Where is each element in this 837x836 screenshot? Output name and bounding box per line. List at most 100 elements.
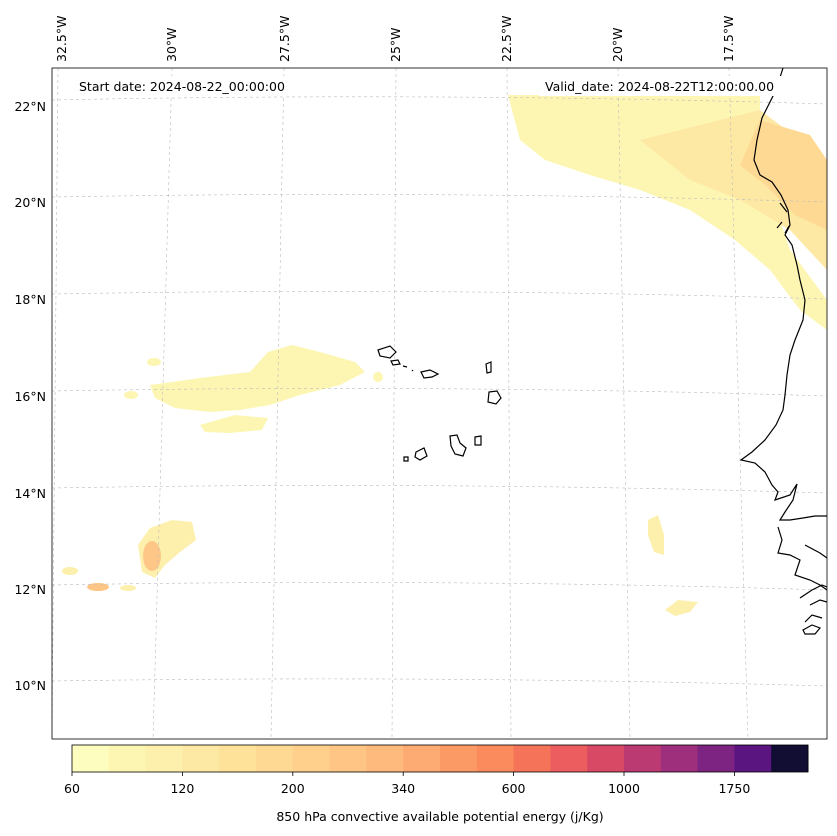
island-raso [411, 369, 414, 372]
cape-verde-islands [377, 345, 502, 462]
longitude-label: 27.5°W [277, 16, 292, 62]
start-date-text: Start date: 2024-08-22_00:00:00 [79, 79, 285, 94]
colorbar-segment [660, 745, 699, 772]
colorbar-outline [71, 744, 809, 773]
parallel-line [52, 582, 827, 591]
colorbar-segment [403, 745, 441, 772]
longitude-label: 25°W [388, 27, 403, 62]
parallel-line [52, 485, 827, 494]
meridian-line [728, 68, 749, 739]
colorbar-tick-label: 60 [64, 781, 80, 796]
colorbar-segment [476, 745, 515, 772]
cape-contour-mid [150, 345, 365, 412]
colorbar-segment [550, 745, 588, 772]
colorbar-segment [219, 745, 257, 772]
cape-contour-small [147, 358, 161, 366]
africa-coastline [777, 526, 827, 591]
coastlines [739, 68, 827, 635]
colorbar-tick-label: 120 [170, 781, 194, 796]
island-santo-antao [377, 345, 397, 359]
colorbar-tick-label: 1000 [608, 781, 640, 796]
colorbar-segment [366, 745, 404, 772]
latitude-label: 22°N [14, 99, 46, 114]
colorbar-segment [513, 745, 551, 772]
valid-date-text: Valid_date: 2024-08-22T12:00:00.00 [545, 79, 774, 94]
latitude-label: 18°N [14, 292, 46, 307]
meridian-line [506, 68, 512, 739]
africa-coastline [739, 68, 827, 521]
island-maio [474, 435, 482, 446]
island-boa-vista [487, 390, 502, 405]
colorbar-tick-label: 600 [502, 781, 526, 796]
colorbar-segment [72, 745, 110, 772]
cape-contour-small [62, 567, 78, 575]
cape-contour-small [665, 600, 698, 616]
meridian-line [152, 68, 173, 739]
start-date-annotation: Start date: 2024-08-22_00:00:00 [72, 76, 314, 96]
longitude-label: 17.5°W [721, 16, 736, 62]
colorbar-segment [440, 745, 478, 772]
map-plot-area: Start date: 2024-08-22_00:00:00 Valid_da… [52, 68, 827, 739]
colorbar-segment [329, 745, 367, 772]
latitude-label: 10°N [14, 678, 46, 693]
parallel-line [52, 678, 827, 687]
colorbar-segments [72, 745, 809, 772]
africa-coastline [804, 544, 827, 559]
colorbar-ticks: 60 120 200 340 600 1000 1750 [64, 772, 750, 796]
parallel-line [52, 388, 827, 397]
latitude-labels: 22°N 20°N 18°N 16°N 14°N 12°N 10°N [14, 99, 46, 693]
colorbar-segment [182, 745, 220, 772]
colorbar-tick-label: 1750 [718, 781, 750, 796]
cape-contour-small [120, 585, 136, 591]
island-brava [403, 456, 409, 462]
colorbar-segment [145, 745, 183, 772]
colorbar-tick-label: 200 [281, 781, 305, 796]
longitude-label: 30°W [164, 27, 179, 62]
meridian-line [270, 68, 285, 739]
colorbar-segment [292, 745, 331, 772]
colorbar-tick-label: 340 [391, 781, 415, 796]
parallel-line [52, 96, 827, 105]
colorbar-segment [587, 745, 625, 772]
colorbar-segment [734, 745, 772, 772]
cape-contours [62, 95, 827, 616]
map-frame [51, 67, 828, 740]
cape-contour-southwest-core [143, 541, 161, 571]
latitude-label: 12°N [14, 582, 46, 597]
colorbar-segment [697, 745, 735, 772]
longitude-label: 20°W [610, 27, 625, 62]
latitude-label: 16°N [14, 389, 46, 404]
longitude-labels: 32.5°W 30°W 27.5°W 25°W 22.5°W 20°W 17.5°W [54, 16, 736, 62]
latitude-label: 20°N [14, 195, 46, 210]
island-santiago [449, 434, 467, 457]
colorbar-segment [256, 745, 294, 772]
parallel-line [52, 291, 827, 300]
annotation-box [72, 76, 314, 96]
meridian-line [391, 68, 397, 739]
colorbar: 60 120 200 340 600 1000 1750 850 hPa convectiv… [64, 744, 809, 824]
valid-date-annotation: Valid_date: 2024-08-22T12:00:00.00 [539, 76, 807, 96]
cape-contour-north-high [740, 120, 827, 230]
island-sal [485, 361, 492, 374]
island-santa-luzia [402, 365, 408, 368]
longitude-label: 22.5°W [499, 16, 514, 62]
cape-contour-small [124, 391, 138, 399]
colorbar-segment [624, 745, 662, 772]
colorbar-segment [771, 745, 809, 772]
coastal-islands [776, 202, 790, 234]
latitude-label: 14°N [14, 486, 46, 501]
longitude-label: 32.5°W [54, 16, 69, 62]
cape-contour-mid-south [200, 415, 268, 433]
annotation-box [539, 76, 807, 96]
island-sao-nicolau [420, 369, 440, 379]
cape-contour-small [373, 372, 383, 382]
parallel-line [52, 194, 827, 203]
guinea-bissau-islands [799, 584, 827, 635]
colorbar-segment [108, 745, 147, 772]
meridian-line [617, 68, 631, 739]
meridian-line [52, 68, 59, 739]
cape-contour-small [648, 515, 664, 555]
island-sao-vicente [390, 359, 401, 366]
colorbar-label: 850 hPa convective available potential e… [276, 809, 603, 824]
